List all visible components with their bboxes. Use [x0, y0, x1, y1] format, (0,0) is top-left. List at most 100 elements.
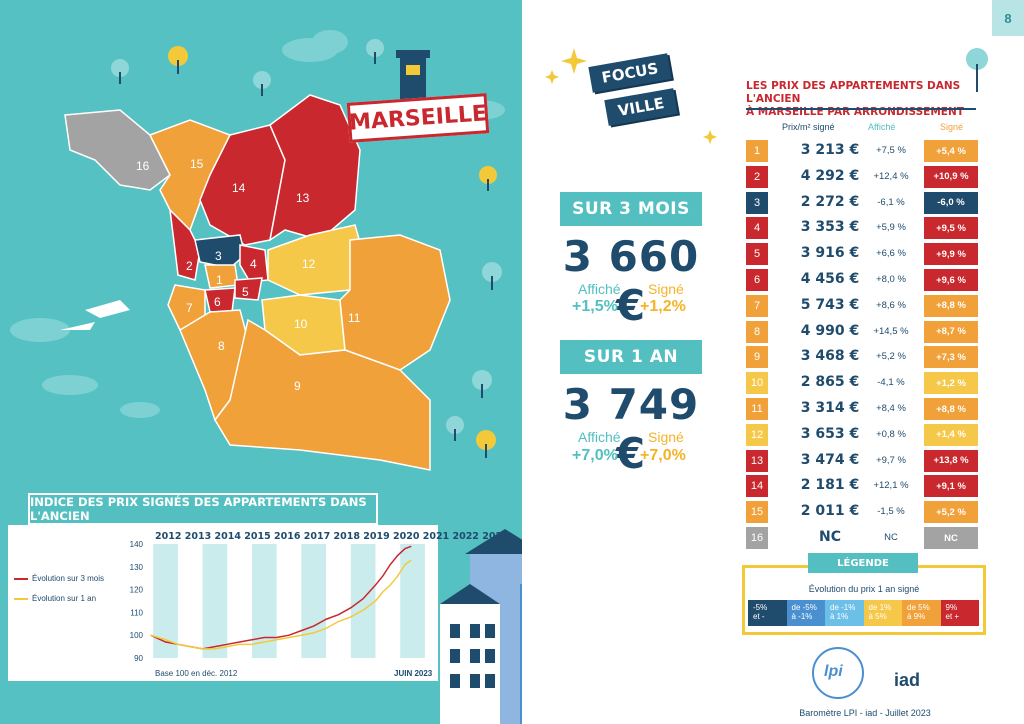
row-signe: +5,2 % [924, 501, 978, 524]
period-3m-signe-value: +1,2% [640, 298, 686, 315]
row-signe: +9,6 % [924, 269, 978, 291]
row-signe: +13,8 % [924, 449, 978, 472]
district-9 [214, 318, 431, 471]
period-3m-affiche-value: +1,5% [572, 298, 618, 315]
row-affiche: +12,1 % [873, 480, 909, 492]
page-number: 8 [992, 0, 1024, 36]
row-affiche: +8,0 % [876, 274, 906, 285]
legend-cell: de -5% à -1% [786, 600, 825, 626]
clouds [10, 30, 505, 418]
table-row: 10 2 865 € -4,1 % +1,2 % [746, 372, 978, 395]
legend-3m-swatch [14, 577, 28, 580]
row-price: 3 468 € [800, 348, 860, 365]
row-number: 6 [746, 269, 768, 291]
year-stripe [202, 544, 228, 658]
district-label-5: 5 [242, 285, 249, 299]
table-row: 8 4 990 € +14,5 % +8,7 % [746, 320, 978, 343]
legend-cell: de 1% à 5% [863, 600, 902, 626]
table-row: 5 3 916 € +6,6 % +9,9 % [746, 243, 978, 266]
row-number: 1 [746, 140, 768, 162]
legend-3m-label: Évolution sur 3 mois [32, 574, 105, 583]
index-chart-title: INDICE DES PRIX SIGNÉS DES APPARTEMENTS … [28, 493, 378, 525]
district-3 [194, 234, 246, 269]
table-row: 4 3 353 € +5,9 % +9,5 % [746, 217, 978, 240]
table-row: 9 3 468 € +5,2 % +7,3 % [746, 346, 978, 369]
sparkle-icons [545, 48, 717, 144]
district-labels: 16 15 14 13 2 3 4 1 5 6 7 12 10 11 8 9 [136, 157, 361, 393]
tree-icons [111, 39, 502, 458]
row-affiche: +8,6 % [876, 299, 906, 311]
row-affiche: +0,8 % [876, 428, 906, 440]
period-3m-signe-label: Signé [648, 281, 684, 297]
table-title-underline [746, 108, 976, 110]
left-page: 16 15 14 13 2 3 4 1 5 6 7 12 10 11 8 9 [0, 0, 522, 724]
row-affiche: +7,5 % [876, 145, 906, 156]
district-16 [64, 109, 171, 191]
table-row: 3 2 272 € -6,1 % -6,0 % [746, 191, 978, 214]
legend-cell: de 5% à 9% [902, 600, 941, 626]
row-number: 2 [746, 165, 768, 188]
legend-title: LÉGENDE [808, 553, 918, 573]
row-number: 15 [746, 501, 768, 524]
row-signe: +5,4 % [924, 140, 978, 162]
row-signe: +8,8 % [924, 398, 978, 420]
iad-logo: iad [882, 656, 932, 698]
district-label-4: 4 [250, 257, 257, 271]
y-tick-label: 90 [134, 654, 143, 663]
row-affiche: -4,1 % [877, 377, 905, 389]
district-label-2: 2 [186, 259, 193, 273]
year-stripe [153, 544, 178, 658]
row-number: 5 [746, 243, 768, 266]
y-tick-label: 130 [130, 563, 144, 572]
y-tick-label: 120 [130, 586, 144, 595]
row-signe: +9,5 % [924, 217, 978, 240]
district-11 [339, 234, 451, 371]
table-row: 13 3 474 € +9,7 % +13,8 % [746, 449, 978, 472]
row-number: 13 [746, 449, 768, 472]
row-price: 2 011 € [800, 503, 860, 520]
col-header-affiche: Affiché [868, 122, 896, 132]
period-1y-price: 3 749 € [562, 380, 700, 478]
row-number: 14 [746, 475, 768, 498]
row-price: 3 314 € [800, 400, 860, 416]
row-affiche: +14,5 % [873, 325, 909, 337]
row-signe: +9,9 % [924, 243, 978, 266]
district-label-13: 13 [296, 191, 310, 205]
period-3m-affiche-label: Affiché [578, 281, 621, 297]
legend-1y: Évolution sur 1 an [14, 594, 96, 603]
legend-1y-swatch [14, 597, 28, 600]
row-signe: +9,1 % [924, 475, 978, 498]
table-row: 7 5 743 € +8,6 % +8,8 % [746, 294, 978, 317]
period-1y-affiche-label: Affiché [578, 429, 621, 445]
row-price: 4 990 € [800, 322, 860, 339]
table-row: 6 4 456 € +8,0 % +9,6 % [746, 269, 978, 291]
table-row: 14 2 181 € +12,1 % +9,1 % [746, 475, 978, 498]
legend-cell: 9% et + [940, 600, 979, 626]
row-number: 12 [746, 423, 768, 446]
district-label-16: 16 [136, 159, 150, 173]
legend-cell: de -1% à 1% [825, 600, 864, 626]
lpi-logo-text: lpi [824, 663, 843, 680]
row-number: 11 [746, 398, 768, 420]
footer: Baromètre LPI - iad - Juillet 2023 [799, 708, 931, 718]
y-tick-label: 140 [130, 540, 144, 549]
district-label-8: 8 [218, 339, 225, 353]
row-signe: -6,0 % [924, 191, 978, 214]
col-header-signe: Signé [940, 122, 964, 132]
district-label-7: 7 [186, 301, 193, 315]
year-stripe [400, 544, 425, 658]
row-signe: +10,9 % [924, 165, 978, 188]
row-number: 16 [746, 527, 768, 549]
legend-1y-label: Évolution sur 1 an [32, 594, 97, 603]
row-price: 3 916 € [800, 245, 860, 262]
period-1y-affiche-value: +7,0% [572, 447, 618, 464]
row-number: 10 [746, 372, 768, 395]
row-price: 3 653 € [800, 425, 860, 442]
legend-3m: Évolution sur 3 mois [14, 574, 104, 583]
row-affiche: NC [884, 532, 898, 543]
row-number: 3 [746, 191, 768, 214]
period-1y-signe-value: +7,0% [640, 447, 686, 464]
index-chart: 90 100 110 120 130 140 [130, 540, 425, 663]
row-number: 4 [746, 217, 768, 240]
row-affiche: +12,4 % [873, 170, 909, 182]
